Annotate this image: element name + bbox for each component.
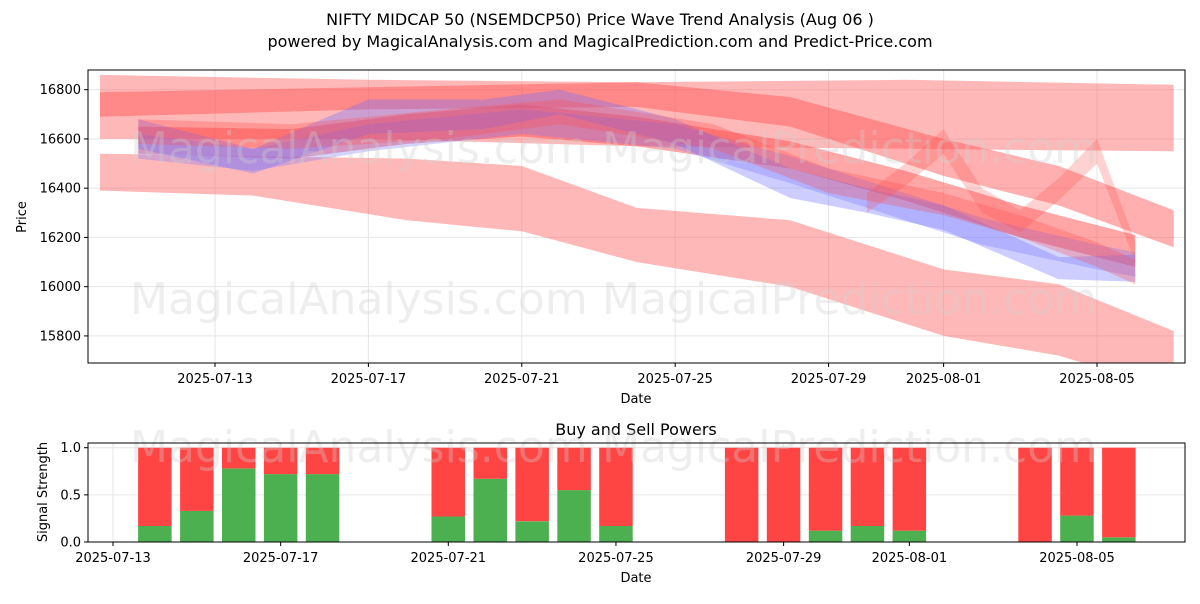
price-wave-band-4 [138, 104, 1136, 267]
price-x-axis: 2025-07-13 2025-07-17 2025-07-21 2025-07-25… [177, 363, 1135, 387]
watermark-prediction-top: MagicalPrediction.com [602, 123, 1097, 174]
buy-sell-y-axis-label: Signal Strength [36, 442, 51, 542]
price-x-tick-label: 2025-08-01 [906, 372, 982, 387]
buy-bar [263, 474, 298, 542]
price-wave-band-5 [138, 89, 1136, 282]
sell-bar [892, 447, 927, 531]
buy-bar [557, 490, 591, 542]
price-wave-band-3 [100, 82, 1174, 248]
buy-sell-x-tick-label: 2025-07-29 [746, 551, 822, 566]
watermark-analysis-bottom: MagicalAnalysis.com [130, 422, 588, 473]
buy-bar [599, 526, 633, 542]
buy-bar [850, 526, 885, 542]
price-x-tick-label: 2025-07-25 [637, 372, 713, 387]
buy-bar [1102, 537, 1136, 542]
buy-sell-x-tick-label: 2025-08-01 [872, 551, 948, 566]
price-y-tick-label: 16600 [40, 132, 81, 147]
buy-sell-x-tick-label: 2025-07-13 [75, 551, 151, 566]
watermark-analysis-mid: MagicalAnalysis.com [130, 274, 588, 325]
price-wave-bands [100, 74, 1174, 363]
buy-sell-x-axis: 2025-07-13 2025-07-17 2025-07-21 2025-07-25… [75, 542, 1115, 566]
buy-sell-x-tick-label: 2025-07-21 [411, 551, 487, 566]
buy-sell-title: Buy and Sell Powers [555, 420, 717, 439]
price-wave-band-7 [138, 99, 1136, 285]
buy-sell-y-tick-label: 0.0 [60, 536, 81, 551]
sell-bar [850, 447, 885, 526]
price-x-tick-label: 2025-08-05 [1059, 372, 1135, 387]
price-y-tick-label: 16800 [40, 83, 81, 98]
buy-bar [808, 530, 843, 542]
buy-sell-plot-frame [87, 442, 1186, 543]
buy-sell-x-tick-label: 2025-08-05 [1039, 551, 1115, 566]
sell-bar [724, 447, 759, 542]
price-x-tick-label: 2025-07-21 [484, 372, 560, 387]
buy-sell-y-tick-label: 1.0 [60, 441, 81, 456]
sell-bar [305, 447, 340, 475]
buy-sell-chart: Buy and Sell Powers MagicalAnalysis.com … [36, 420, 1186, 586]
sell-bar [473, 447, 507, 479]
sell-bar [599, 447, 633, 526]
price-wave-band-6 [138, 109, 1136, 277]
price-x-tick-label: 2025-07-29 [791, 372, 867, 387]
price-y-axis-label: Price [15, 201, 30, 233]
price-x-axis-label: Date [620, 392, 651, 407]
buy-sell-x-tick-label: 2025-07-25 [578, 551, 654, 566]
buy-bar [473, 478, 507, 542]
buy-bar [222, 468, 256, 542]
buy-bar [515, 521, 549, 542]
chart-title-line1: NIFTY MIDCAP 50 (NSEMDCP50) Price Wave T… [326, 10, 874, 29]
sell-bar [808, 447, 843, 531]
buy-bar [305, 474, 340, 542]
buy-bar [431, 516, 465, 542]
sell-bar [1018, 447, 1052, 542]
sell-bar [180, 447, 214, 511]
sell-bar [515, 447, 549, 522]
price-y-tick-label: 16000 [40, 280, 81, 295]
sell-bar [263, 447, 298, 475]
price-chart: MagicalAnalysis.com MagicalPrediction.co… [15, 69, 1186, 407]
sell-bar [1060, 447, 1094, 516]
buy-bar [138, 526, 172, 542]
sell-bar [222, 447, 256, 469]
buy-sell-bars [138, 447, 1136, 542]
price-y-tick-label: 16400 [40, 182, 81, 197]
buy-sell-x-axis-label: Date [620, 571, 651, 586]
watermark-prediction-bottom: MagicalPrediction.com [602, 422, 1097, 473]
price-wave-band-1 [100, 153, 1174, 363]
buy-sell-x-tick-label: 2025-07-17 [243, 551, 319, 566]
price-plot-frame [87, 69, 1186, 364]
buy-bar [1060, 515, 1094, 542]
chart-title-line2: powered by MagicalAnalysis.com and Magic… [267, 32, 932, 51]
price-x-tick-label: 2025-07-13 [177, 372, 253, 387]
buy-sell-y-axis: 0.0 0.5 1.0 [60, 441, 88, 551]
buy-sell-y-tick-label: 0.5 [60, 488, 81, 503]
buy-bar [892, 530, 927, 542]
sell-bar [766, 447, 801, 542]
price-x-tick-label: 2025-07-17 [331, 372, 407, 387]
sell-bar [138, 447, 172, 526]
sell-bar [557, 447, 591, 491]
price-y-tick-label: 15800 [40, 329, 81, 344]
watermark-analysis-top: MagicalAnalysis.com [130, 123, 588, 174]
buy-bar [180, 510, 214, 542]
watermark-prediction-mid: MagicalPrediction.com [602, 274, 1097, 325]
price-y-axis: 15800 16000 16200 16400 16600 16800 [40, 83, 88, 344]
sell-bar [1102, 447, 1136, 538]
price-y-tick-label: 16200 [40, 231, 81, 246]
sell-bar [431, 447, 465, 517]
